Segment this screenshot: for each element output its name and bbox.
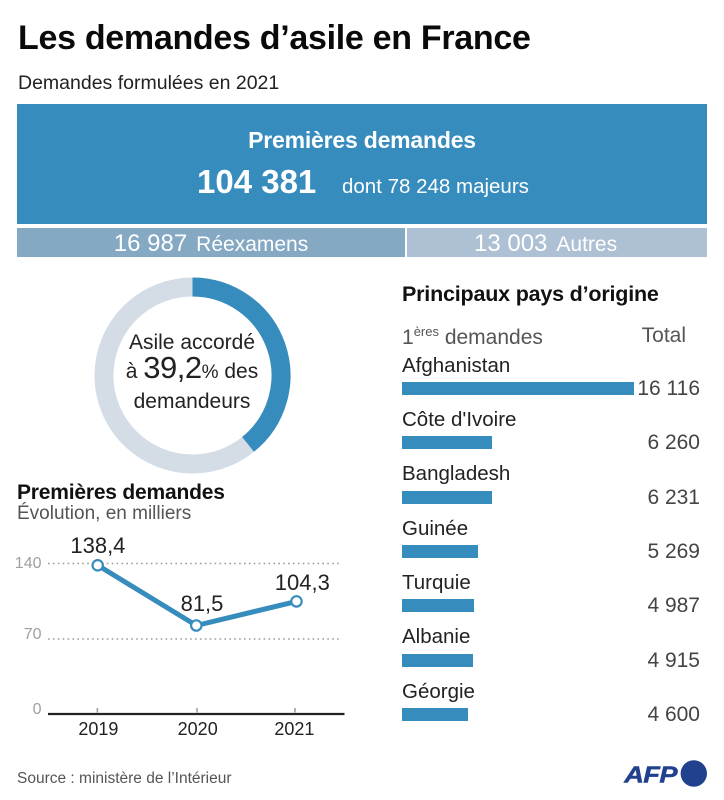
svg-text:AFP: AFP	[623, 762, 677, 788]
